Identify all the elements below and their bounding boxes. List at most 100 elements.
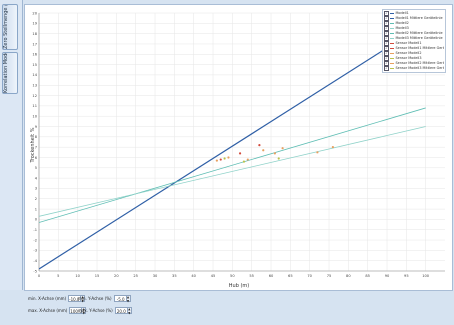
legend-swatch (390, 27, 394, 30)
legend-item[interactable]: ✓ Modell2 Mittlere Gerätelinie (384, 31, 444, 36)
y-tick-label: 19 (32, 22, 37, 26)
axes (38, 13, 445, 272)
legend-swatch (390, 12, 394, 15)
series-line-3 (39, 126, 426, 217)
legend-checkbox[interactable]: ✓ (384, 31, 389, 36)
legend-checkbox[interactable]: ✓ (384, 11, 389, 16)
legend-item[interactable]: ✓ Sensor Modell1 Mittlere Gerätelinie (384, 46, 444, 51)
legend-label: Sensor Modell1 Mittlere Gerätelinie (395, 46, 445, 51)
legend-label: Modell1 (395, 11, 409, 16)
legend-swatch (390, 22, 394, 25)
x-min-control: min. X-Achse (mm) -10.0 ▲ ▼ (28, 295, 86, 303)
x-tick-label: 0 (38, 274, 41, 278)
y-tick-label: 9 (35, 125, 38, 129)
y-tick-label: 10 (32, 115, 37, 119)
legend-swatch (390, 57, 394, 60)
y-tick-label: 18 (32, 32, 37, 36)
y-tick-label: 1 (35, 207, 37, 211)
legend-label: Sensor Modell1 (395, 41, 422, 46)
legend-item[interactable]: ✓ Modell3 (384, 26, 444, 31)
y-tick-label: 16 (32, 53, 37, 57)
legend-item[interactable]: ✓ Modell1 Mittlere Gerätelinie (384, 16, 444, 21)
x-max-input[interactable]: 100.0 (69, 307, 83, 314)
data-point (223, 157, 226, 160)
legend-item[interactable]: ✓ Modell3 Mittlere Gerätelinie (384, 36, 444, 41)
data-point (273, 152, 276, 155)
legend-item[interactable]: ✓ Sensor Modell1 (384, 41, 444, 46)
y-tick-label: 7 (35, 145, 37, 149)
legend: ✓ Modell1 ✓ Modell1 Mittlere Gerätelinie ✓ Mo… (382, 9, 446, 73)
x-min-input[interactable]: -10.0 (68, 295, 82, 302)
data-point (277, 157, 280, 160)
data-point (242, 160, 246, 163)
legend-item[interactable]: ✓ Sensor Modell2 Mittlere Gerätelinie (384, 61, 444, 66)
y-tick-label: 4 (35, 176, 38, 180)
grid (38, 12, 445, 272)
legend-checkbox[interactable]: ✓ (384, 61, 389, 66)
x-tick-label: 25 (133, 274, 138, 278)
legend-item[interactable]: ✓ Sensor Modell3 Mittlere Gerätelinie (384, 66, 444, 71)
y-max-input[interactable]: 20.0 (114, 307, 128, 314)
x-max-spinner[interactable]: ▲ ▼ (82, 307, 87, 315)
chart-panel: 0 5 10 15 20 25 30 35 40 45 50 55 60 65 70 75 80 85 90 95 10… (24, 4, 453, 291)
legend-checkbox[interactable]: ✓ (384, 36, 389, 41)
y-tick-label: 2 (35, 197, 37, 201)
x-tick-label: 40 (191, 274, 196, 278)
series-line-1 (39, 22, 426, 270)
y-tick-label: 14 (32, 73, 37, 77)
correlation-chart: 0 5 10 15 20 25 30 35 40 45 50 55 60 65 70 75 80 85 90 95 10… (30, 11, 445, 289)
legend-item[interactable]: ✓ Modell1 (384, 11, 444, 16)
y-tick-label: 20 (32, 11, 37, 15)
y-max-spinner[interactable]: ▲ ▼ (127, 307, 132, 315)
legend-label: Modell3 (395, 26, 409, 31)
x-tick-label: 15 (95, 274, 100, 278)
tab-stellmenge[interactable]: Zero Stellmenge / Trajan Stellmenge (2, 4, 18, 50)
legend-swatch (390, 47, 394, 50)
x-tick-label: 55 (249, 274, 254, 278)
tab-korrelation[interactable]: Korrelation Modell 1 / 2 (2, 52, 18, 94)
legend-swatch (390, 67, 394, 70)
legend-checkbox[interactable]: ✓ (384, 56, 389, 61)
y-max-control: max. Y-Achse (%) 20.0 ▲ ▼ (78, 307, 132, 314)
data-point (331, 146, 334, 149)
y-tick-label: 13 (32, 84, 37, 88)
y-tick-label: 5 (35, 166, 37, 170)
x-tick-label: 95 (404, 274, 409, 278)
legend-checkbox[interactable]: ✓ (384, 16, 389, 21)
legend-label: Modell3 Mittlere Gerätelinie (395, 36, 443, 41)
legend-checkbox[interactable]: ✓ (384, 26, 389, 31)
legend-label: Modell1 Mittlere Gerätelinie (395, 16, 443, 21)
legend-swatch (390, 42, 394, 45)
x-min-label: min. X-Achse (mm) (28, 296, 67, 301)
legend-checkbox[interactable]: ✓ (384, 46, 389, 51)
legend-item[interactable]: ✓ Sensor Modell2 (384, 51, 444, 56)
data-point (227, 156, 230, 159)
legend-checkbox[interactable]: ✓ (384, 21, 389, 26)
legend-checkbox[interactable]: ✓ (384, 41, 389, 46)
x-tick-label: 70 (307, 274, 312, 278)
legend-checkbox[interactable]: ✓ (384, 51, 389, 56)
data-point (215, 159, 218, 162)
x-min-spinner[interactable]: ▲ ▼ (81, 295, 86, 303)
legend-swatch (390, 37, 394, 40)
legend-item[interactable]: ✓ Sensor Modell3 (384, 56, 444, 61)
y-tick-label: 17 (32, 42, 37, 46)
legend-label: Sensor Modell2 (395, 51, 422, 56)
legend-swatch (390, 52, 394, 55)
y-tick-label: 15 (32, 63, 37, 67)
y-max-label: max. Y-Achse (%) (78, 308, 113, 313)
legend-item[interactable]: ✓ Modell2 (384, 21, 444, 26)
x-tick-label: 90 (385, 274, 390, 278)
y-min-input[interactable]: -5.0 (113, 295, 127, 302)
y-min-spinner[interactable]: ▲ ▼ (126, 295, 131, 303)
y-tick-label: 11 (32, 104, 37, 108)
y-tick-label: -5 (33, 269, 37, 273)
vertical-tab-strip: Zero Stellmenge / Trajan Stellmenge Korr… (0, 0, 23, 290)
x-tick-label: 10 (75, 274, 80, 278)
y-tick-label: -3 (33, 249, 37, 253)
legend-checkbox[interactable]: ✓ (384, 66, 389, 71)
x-tick-label: 80 (346, 274, 351, 278)
y-tick-label: 3 (35, 187, 37, 191)
data-point (246, 158, 249, 161)
legend-label: Modell2 Mittlere Gerätelinie (395, 31, 443, 36)
